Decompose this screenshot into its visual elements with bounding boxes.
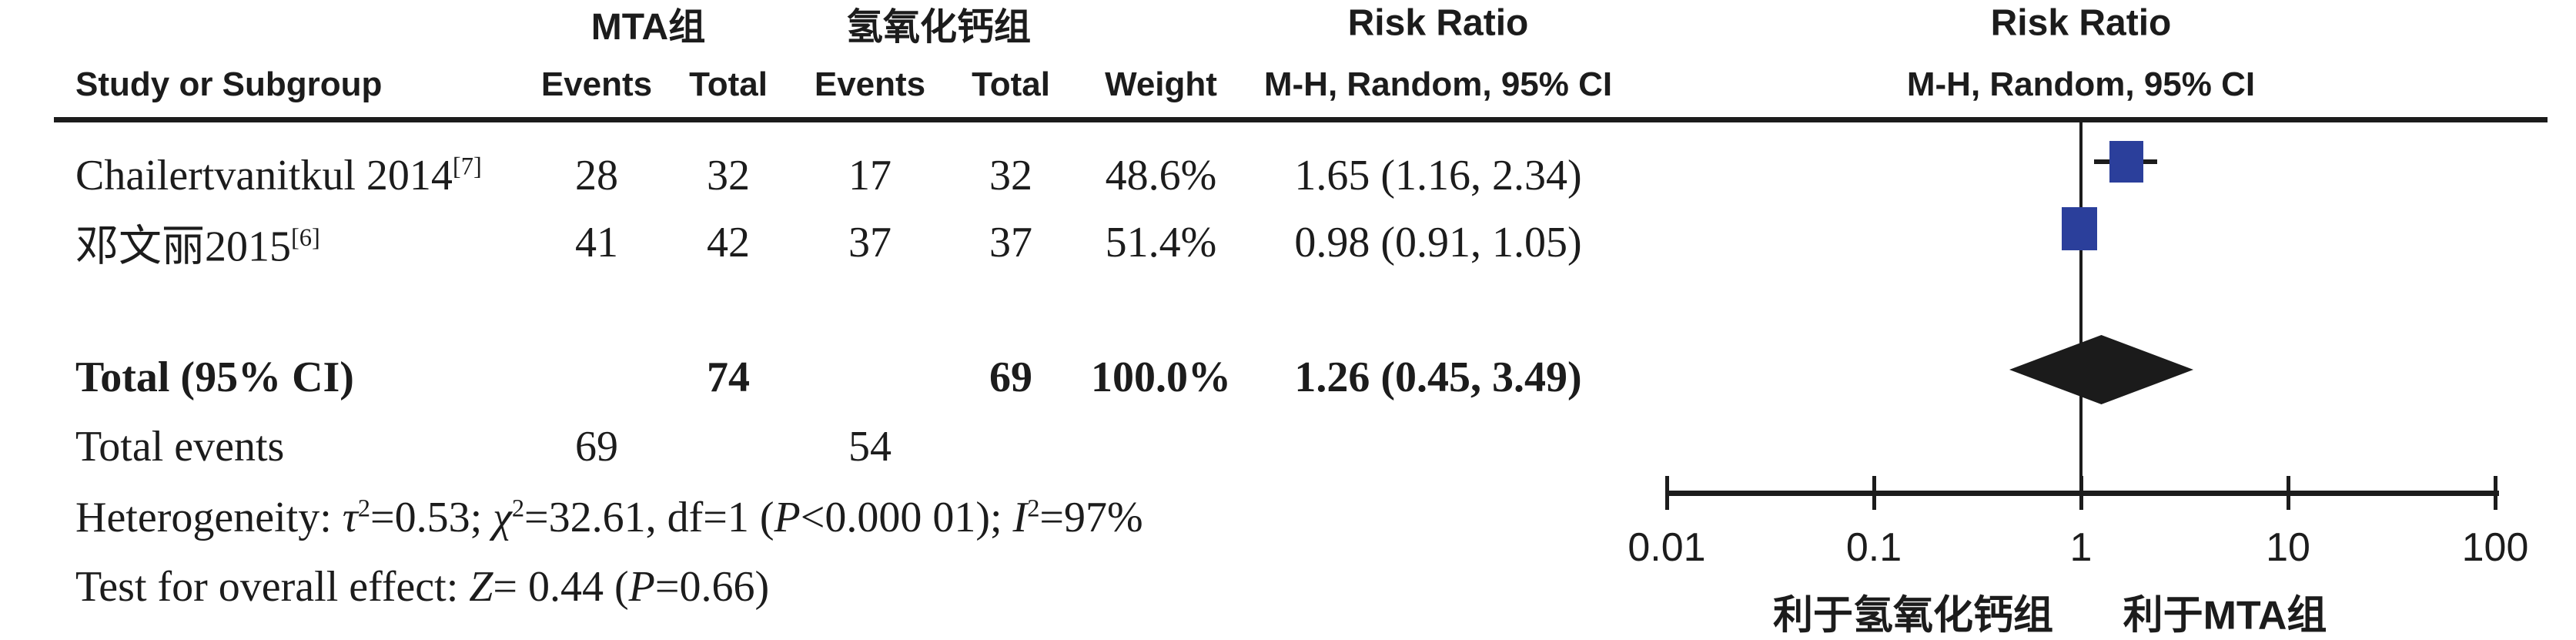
axis-tick [2287, 476, 2290, 510]
header-rule [54, 117, 2548, 122]
text-segment: τ [342, 494, 358, 541]
cell-mta-total: 32 [707, 152, 750, 199]
text-segment: = 0.44 ( [493, 563, 629, 611]
cell-mta-events: 41 [575, 219, 618, 266]
cell-caoh-events: 37 [848, 219, 892, 266]
axis-tick [1665, 476, 1669, 510]
text-segment: Test for overall effect: [75, 563, 470, 611]
null-effect-line [2079, 122, 2083, 493]
study-reference-superscript: [6] [291, 223, 320, 252]
overall-effect-stats: Test for overall effect: Z= 0.44 (P=0.66… [75, 562, 769, 612]
study-name-text: Chailertvanitkul 2014 [75, 152, 453, 199]
study-name: 邓文丽2015[6] [75, 212, 320, 274]
column-header-events-mta: Events [540, 65, 653, 103]
axis-tick [1872, 476, 1876, 510]
column-header-total-caoh: Total [972, 65, 1050, 103]
cell-mta-total: 42 [707, 219, 750, 266]
text-segment: =0.66) [654, 563, 770, 611]
total-caoh-total: 69 [989, 354, 1032, 401]
column-header-weight: Weight [1105, 65, 1217, 103]
total-events-caoh: 54 [848, 423, 892, 471]
axis-tick-label: 100 [2461, 525, 2529, 570]
study-reference-superscript: [7] [452, 152, 482, 181]
column-header-mh-ci-plot: M-H, Random, 95% CI [1906, 65, 2256, 103]
favours-right-label: 利于MTA组 [2123, 593, 2327, 638]
total-row-label: Total (95% CI) [75, 354, 354, 401]
cell-weight: 51.4% [1105, 219, 1217, 266]
favours-left-label: 利于氢氧化钙组 [1772, 593, 2054, 638]
axis-tick [2494, 476, 2497, 510]
group-header-mta: MTA组 [590, 7, 706, 48]
risk-ratio-header-text: Risk Ratio [1347, 2, 1529, 44]
text-segment: <0.000 01); [800, 494, 1013, 541]
total-mta-total: 74 [707, 354, 750, 401]
text-segment: 2 [357, 494, 371, 523]
heterogeneity-stats: Heterogeneity: τ2=0.53; χ2=32.61, df=1 (… [75, 493, 1143, 542]
text-segment: =0.53; [370, 494, 493, 541]
axis-tick-label: 1 [2069, 525, 2093, 570]
study-name: Chailertvanitkul 2014[7] [75, 151, 482, 200]
group-header-caoh: 氢氧化钙组 [845, 7, 1032, 48]
text-segment: 2 [511, 494, 525, 523]
column-header-study: Study or Subgroup [75, 65, 383, 103]
study-point-square [2109, 141, 2143, 183]
cell-caoh-total: 32 [989, 152, 1032, 199]
text-segment: Z [469, 563, 493, 611]
study-name-text: 邓文丽2015 [75, 223, 291, 271]
text-segment: P [774, 494, 801, 541]
cell-caoh-events: 17 [848, 152, 892, 199]
text-segment: =97% [1039, 494, 1143, 541]
cell-weight: 48.6% [1105, 152, 1217, 199]
cell-risk-ratio-ci: 0.98 (0.91, 1.05) [1294, 219, 1582, 266]
total-events-mta: 69 [575, 423, 618, 471]
total-risk-ratio-ci: 1.26 (0.45, 3.49) [1294, 354, 1582, 401]
axis-tick-label: 0.01 [1628, 525, 1706, 570]
column-header-total-mta: Total [689, 65, 768, 103]
cell-risk-ratio-ci: 1.65 (1.16, 2.34) [1294, 152, 1582, 199]
study-point-square [2062, 207, 2097, 250]
pooled-effect-diamond [2009, 335, 2193, 404]
text-segment: Heterogeneity: [75, 494, 343, 541]
axis-tick-label: 0.1 [1845, 525, 1902, 570]
column-header-events-caoh: Events [814, 65, 926, 103]
column-header-mh-ci-text: M-H, Random, 95% CI [1263, 65, 1613, 103]
text-segment: 2 [1027, 494, 1040, 523]
risk-ratio-header-plot: Risk Ratio [1990, 2, 2172, 44]
cell-caoh-total: 37 [989, 219, 1032, 266]
text-segment: χ [493, 494, 512, 541]
total-events-label: Total events [75, 423, 285, 471]
axis-tick-label: 10 [2266, 525, 2310, 570]
cell-mta-events: 28 [575, 152, 618, 199]
axis-tick [2079, 476, 2083, 510]
total-weight: 100.0% [1091, 354, 1231, 401]
text-segment: I [1012, 494, 1028, 541]
text-segment: =32.61, df=1 ( [524, 494, 774, 541]
text-segment: P [628, 563, 655, 611]
